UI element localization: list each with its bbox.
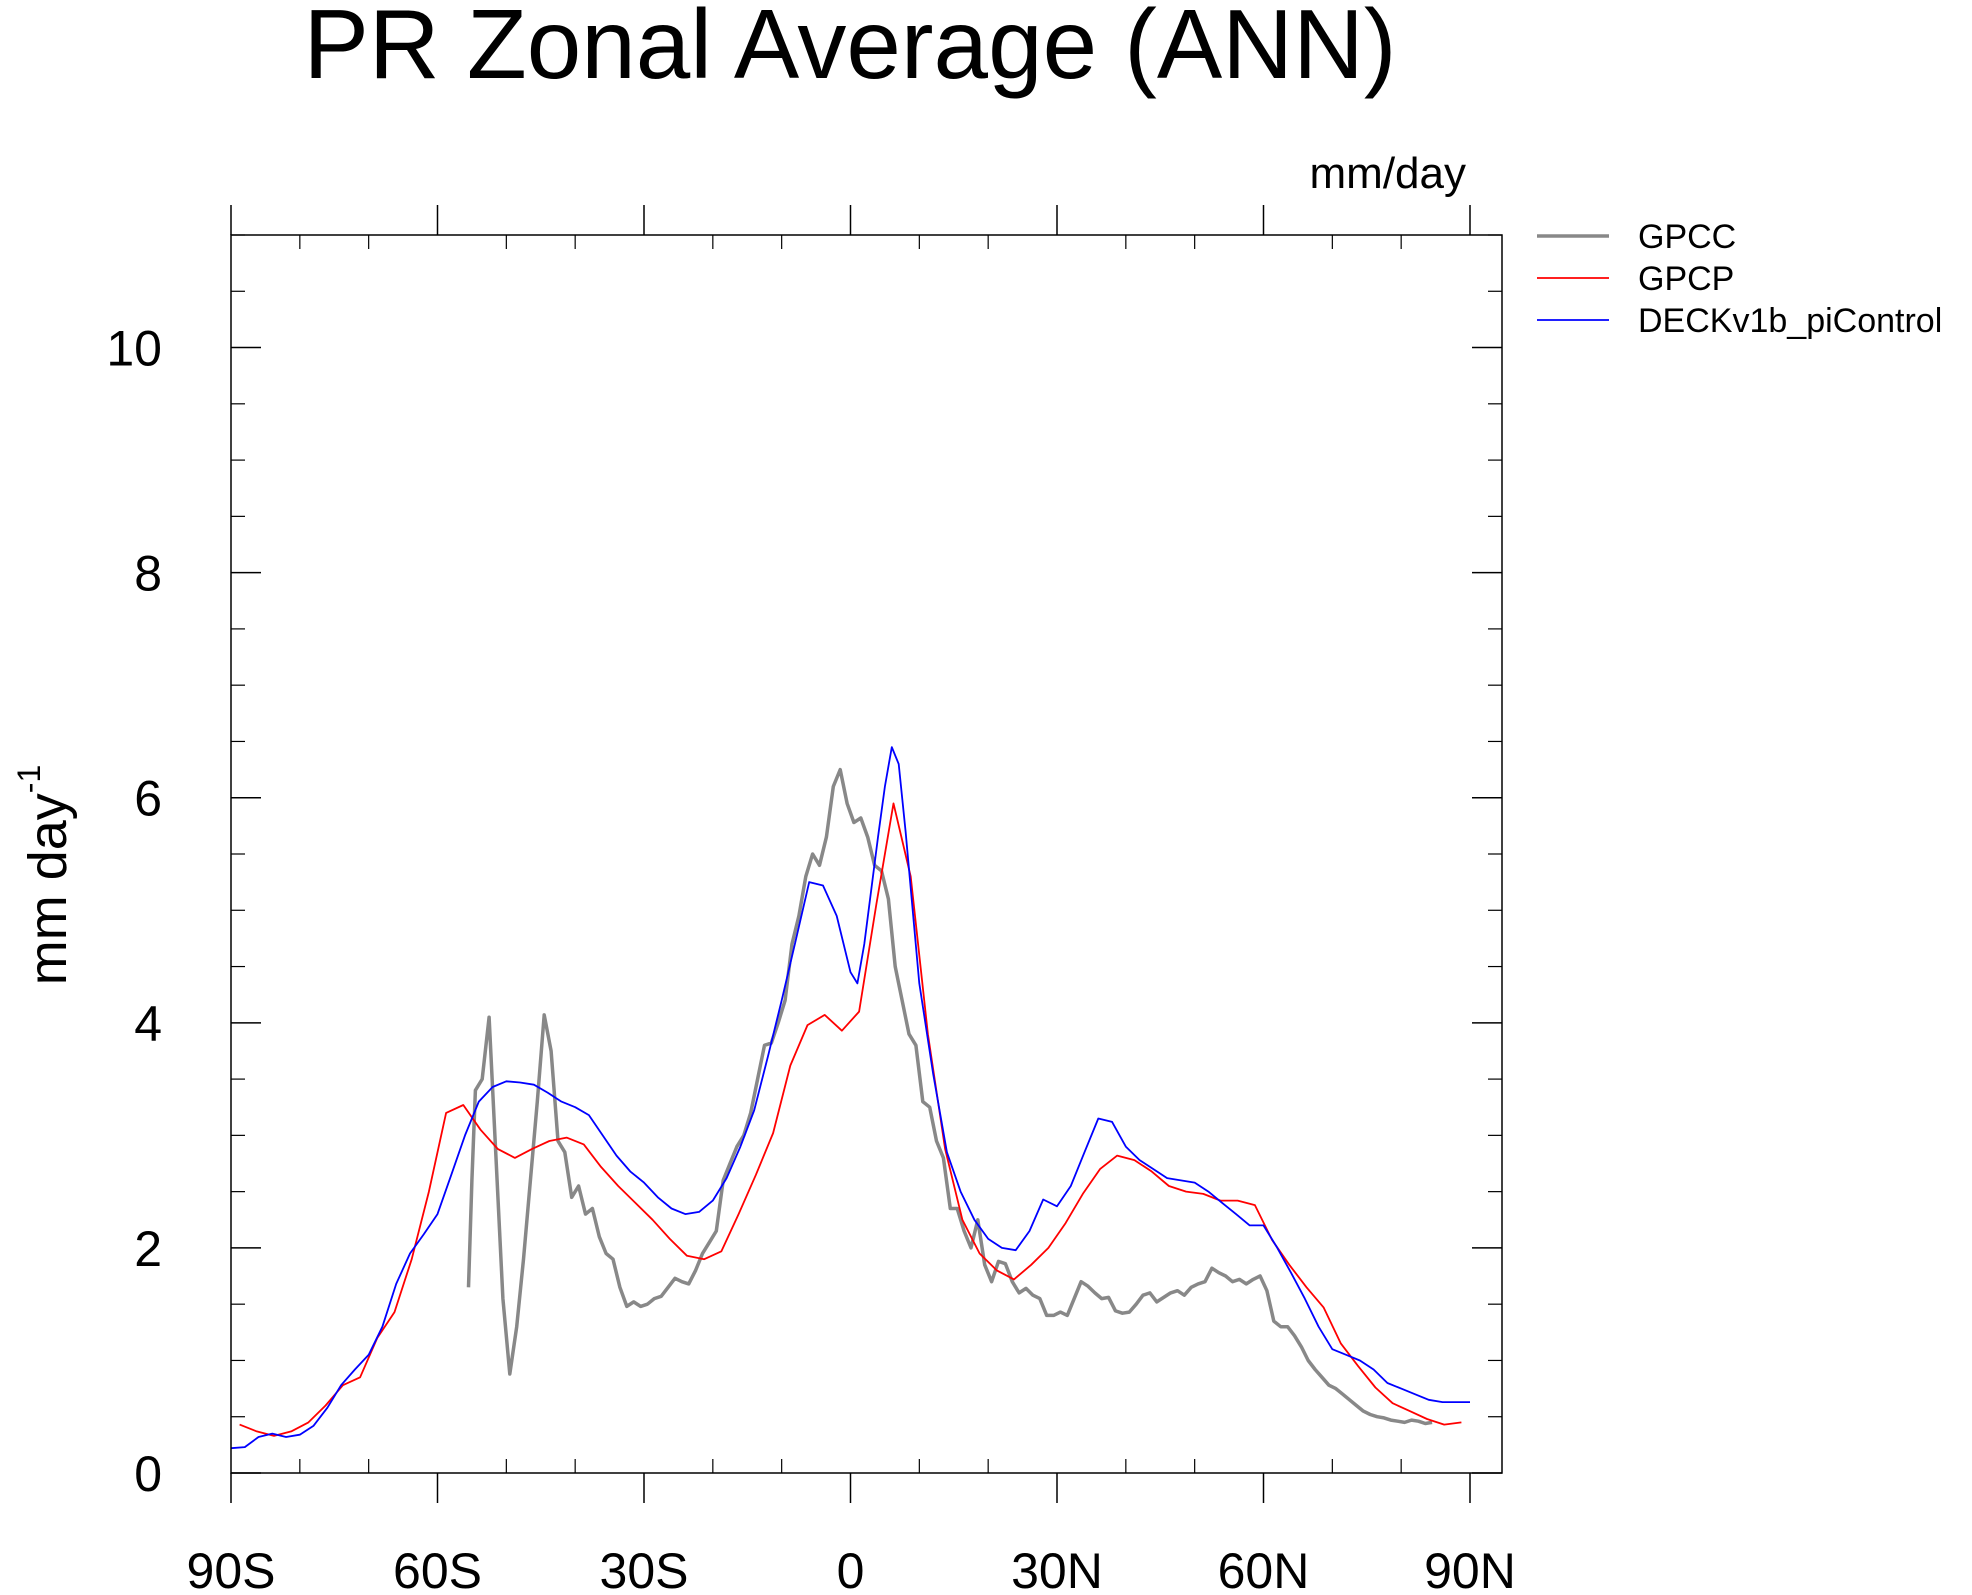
y-axis-label-superscript: -1 [11, 765, 47, 793]
legend: GPCC GPCP DECKv1b_piControl [1537, 218, 1942, 340]
y-tick-labels: 0 2 4 6 8 10 [106, 321, 162, 1502]
x-tick-label: 90N [1424, 1543, 1516, 1595]
y-axis-label: mm day-1 [11, 765, 78, 986]
legend-label: GPCC [1638, 218, 1736, 256]
plot-frame [230, 234, 1503, 1474]
y-tick-label: 2 [134, 1221, 162, 1277]
chart-title: PR Zonal Average (ANN) [304, 0, 1397, 99]
legend-label: DECKv1b_piControl [1638, 302, 1942, 340]
x-tick-label: 60N [1218, 1543, 1310, 1595]
series-lines [230, 746, 1470, 1450]
y-tick-label: 0 [134, 1446, 162, 1502]
y-axis-label-text: mm day [18, 793, 78, 985]
axis-ticks [230, 205, 1502, 1503]
units-label: mm/day [1310, 149, 1466, 198]
series-line-deckv1b-picontrol [230, 746, 1470, 1450]
y-tick-label: 4 [134, 996, 162, 1052]
x-tick-label: 90S [187, 1543, 276, 1595]
series-line-gpcc [466, 767, 1433, 1426]
x-tick-label: 30S [600, 1543, 689, 1595]
legend-label: GPCP [1638, 260, 1734, 298]
y-tick-label: 6 [134, 771, 162, 827]
y-tick-label: 8 [134, 546, 162, 602]
y-tick-label: 10 [106, 321, 162, 377]
x-tick-labels: 90S 60S 30S 0 30N 60N 90N [187, 1543, 1516, 1595]
x-tick-label: 60S [393, 1543, 482, 1595]
series-line-gpcp [239, 802, 1462, 1437]
x-tick-label: 0 [837, 1543, 865, 1595]
x-tick-label: 30N [1011, 1543, 1103, 1595]
